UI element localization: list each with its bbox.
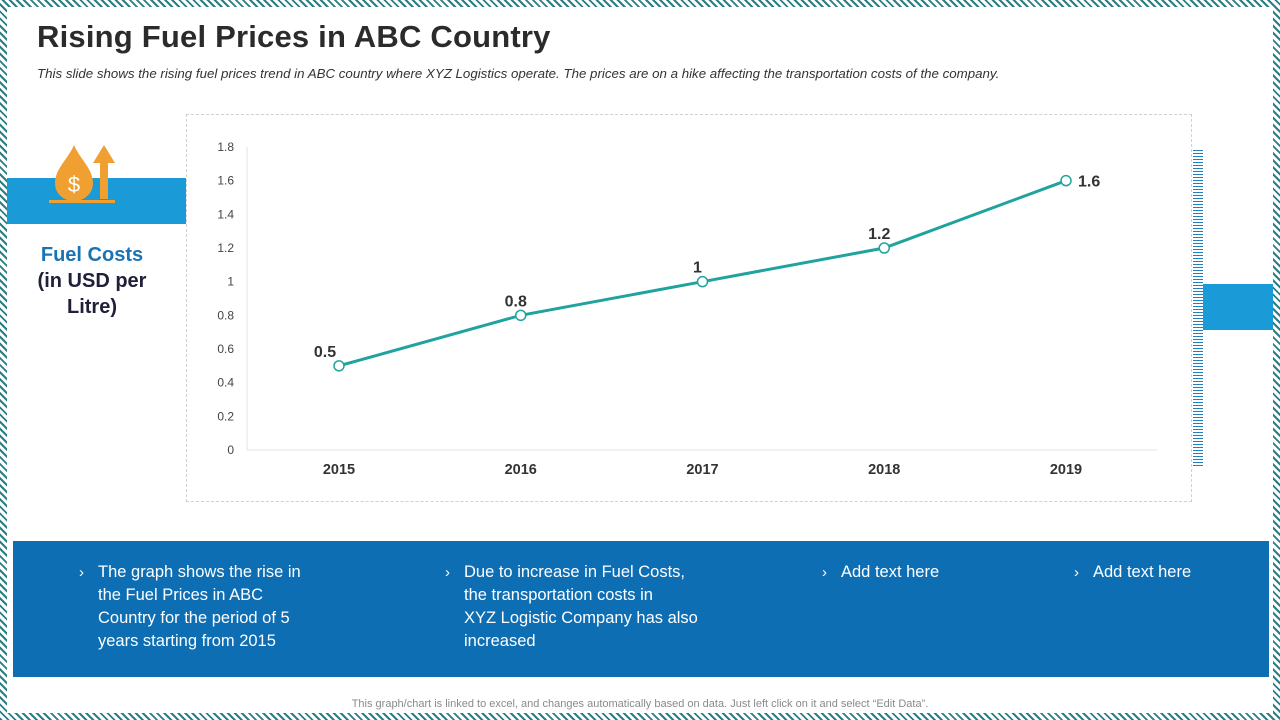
x-tick-label: 2016 bbox=[505, 462, 537, 478]
bullet-1-line-4: years starting from 2015 bbox=[98, 632, 276, 650]
data-label: 0.5 bbox=[314, 344, 336, 361]
y-tick-label: 0.2 bbox=[217, 409, 234, 423]
y-tick-label: 1.6 bbox=[217, 174, 234, 188]
chevron-right-icon: › bbox=[79, 564, 84, 581]
data-point bbox=[333, 360, 345, 372]
x-tick-label: 2018 bbox=[868, 462, 900, 478]
chart-container[interactable]: 0 0.2 0.4 0.6 0.8 1 1.2 1.4 1.6 1.8 2015 2016 2017 20… bbox=[186, 114, 1192, 502]
y-tick-label: 1.8 bbox=[217, 140, 234, 154]
footer-note: This graph/chart is linked to excel, and… bbox=[351, 698, 929, 710]
dollar-sign-glyph: $ bbox=[68, 172, 80, 197]
y-tick-label: 1 bbox=[227, 275, 234, 289]
icon-baseline bbox=[49, 200, 115, 203]
fuel-costs-label-line2: (in USD per bbox=[37, 270, 147, 292]
bullet-1-line-2: the Fuel Prices in ABC bbox=[98, 586, 264, 604]
bullet-item-4: › Add text here bbox=[1074, 561, 1254, 584]
fuel-costs-label: Fuel Costs (in USD per Litre) bbox=[7, 242, 177, 320]
x-tick-label: 2015 bbox=[323, 462, 355, 478]
y-tick-label: 0.4 bbox=[217, 376, 234, 390]
right-accent-tab bbox=[1203, 284, 1273, 330]
bullet-2-line-4: increased bbox=[464, 632, 536, 650]
slide: Rising Fuel Prices in ABC Country This s… bbox=[7, 7, 1273, 713]
y-tick-label: 0.8 bbox=[217, 308, 234, 322]
data-point bbox=[696, 275, 709, 288]
rise-arrow-shape bbox=[93, 145, 115, 199]
fuel-price-rise-icon: $ bbox=[49, 145, 115, 203]
bullet-item-1: › The graph shows the rise in the Fuel P… bbox=[79, 561, 349, 653]
data-point bbox=[1060, 174, 1072, 187]
y-tick-label: 0 bbox=[227, 443, 234, 457]
data-label: 1.6 bbox=[1078, 174, 1100, 191]
bullet-1-line-3: Country for the period of 5 bbox=[98, 609, 290, 627]
data-label: 0.8 bbox=[505, 293, 527, 310]
bullet-2-line-2: the transportation costs in bbox=[464, 586, 653, 604]
y-tick-label: 0.6 bbox=[217, 342, 234, 356]
bullet-2-line-1: Due to increase in Fuel Costs, bbox=[464, 563, 686, 581]
fuel-costs-label-line3: Litre) bbox=[67, 296, 117, 318]
data-label: 1.2 bbox=[868, 226, 890, 243]
x-tick-label: 2019 bbox=[1050, 462, 1082, 478]
chevron-right-icon: › bbox=[445, 564, 450, 581]
data-point bbox=[878, 242, 890, 254]
series-line-fuel-costs bbox=[338, 179, 1067, 368]
slide-subtitle: This slide shows the rising fuel prices … bbox=[37, 66, 1000, 81]
data-label: 1 bbox=[693, 260, 702, 277]
bullet-item-3: › Add text here bbox=[822, 561, 1022, 584]
bullet-item-2: › Due to increase in Fuel Costs, the tra… bbox=[445, 561, 735, 653]
y-tick-label: 1.2 bbox=[217, 241, 234, 255]
fuel-price-line-chart: 0 0.2 0.4 0.6 0.8 1 1.2 1.4 1.6 1.8 2015 2016 2017 20… bbox=[217, 140, 1157, 478]
y-tick-label: 1.4 bbox=[217, 207, 234, 221]
chevron-right-icon: › bbox=[1074, 564, 1079, 581]
bullet-3-line-1: Add text here bbox=[841, 563, 940, 581]
bottom-info-band: › The graph shows the rise in the Fuel P… bbox=[13, 541, 1269, 677]
right-decorative-stripes bbox=[1193, 148, 1203, 466]
bullet-1-line-1: The graph shows the rise in bbox=[98, 563, 301, 581]
fuel-drop-shape bbox=[55, 145, 93, 201]
bullet-4-line-1: Add text here bbox=[1093, 563, 1192, 581]
bullet-2-line-3: XYZ Logistic Company has also bbox=[464, 609, 698, 627]
slide-title: Rising Fuel Prices in ABC Country bbox=[37, 19, 551, 54]
fuel-costs-label-line1: Fuel Costs bbox=[40, 244, 144, 266]
data-point bbox=[515, 309, 527, 322]
chevron-right-icon: › bbox=[822, 564, 827, 581]
x-tick-label: 2017 bbox=[686, 462, 718, 478]
